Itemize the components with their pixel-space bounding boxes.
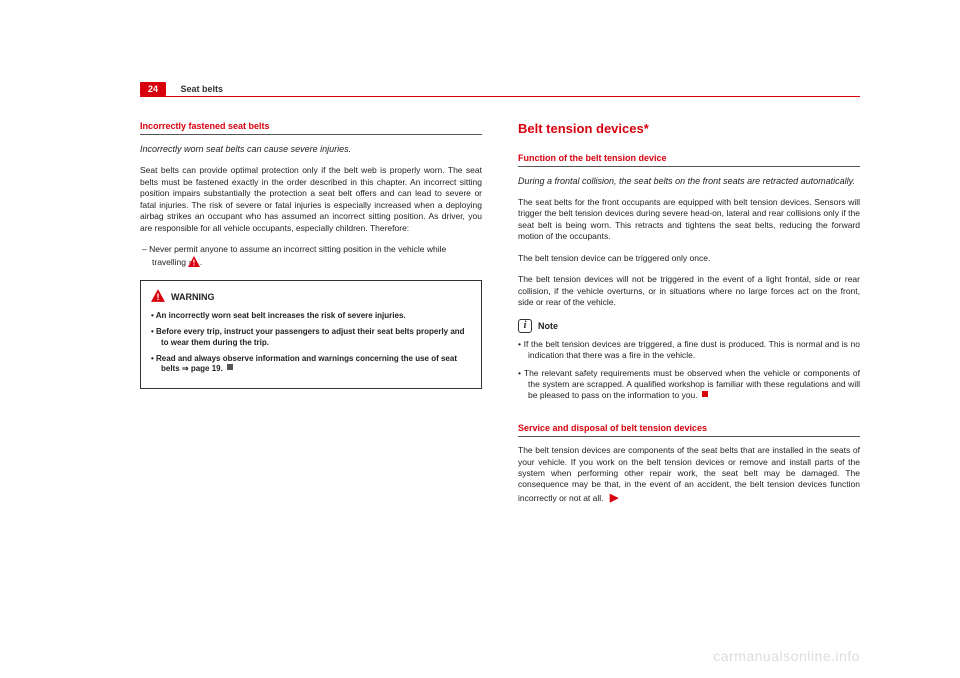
right-lead-1: During a frontal collision, the seat bel…	[518, 175, 860, 187]
right-p4: The belt tension devices are components …	[518, 445, 860, 506]
left-heading: Incorrectly fastened seat belts	[140, 120, 482, 135]
right-heading-1: Function of the belt tension device	[518, 152, 860, 167]
note-heading: i Note	[518, 319, 860, 333]
chapter-title: Seat belts	[180, 84, 223, 94]
warning-box: ! WARNING An incorrectly worn seat belt …	[140, 280, 482, 389]
warning-bullet-3: Read and always observe information and …	[151, 354, 471, 376]
content-columns: Incorrectly fastened seat belts Incorrec…	[140, 120, 860, 638]
svg-text:!: !	[193, 258, 196, 267]
left-lead: Incorrectly worn seat belts can cause se…	[140, 143, 482, 155]
page-number-badge: 24	[140, 82, 166, 96]
left-paragraph: Seat belts can provide optimal protectio…	[140, 165, 482, 234]
warning-triangle-icon: !	[198, 256, 200, 270]
warning-bullet-1: An incorrectly worn seat belt increases …	[151, 311, 471, 322]
note-label: Note	[538, 320, 558, 332]
right-p4-text: The belt tension devices are components …	[518, 445, 860, 503]
continue-arrow-icon: ▶	[610, 491, 618, 506]
header-rule	[140, 96, 860, 97]
manual-page: 24 Seat belts Incorrectly fastened seat …	[0, 0, 960, 678]
spacer	[518, 408, 860, 422]
right-p1: The seat belts for the front occupants a…	[518, 197, 860, 243]
note-icon: i	[518, 319, 532, 333]
right-p3: The belt tension devices will not be tri…	[518, 274, 860, 308]
watermark: carmanualsonline.info	[713, 648, 860, 664]
section-title: Belt tension devices*	[518, 120, 860, 138]
left-list-item: Never permit anyone to assume an incorre…	[140, 244, 482, 270]
note-bullet-2-text: The relevant safety requirements must be…	[524, 368, 860, 401]
right-column: Belt tension devices* Function of the be…	[518, 120, 860, 638]
end-square-red-icon	[702, 391, 708, 397]
left-column: Incorrectly fastened seat belts Incorrec…	[140, 120, 482, 638]
warning-label: WARNING	[171, 291, 215, 303]
svg-text:!: !	[156, 292, 159, 302]
warning-bullet-2: Before every trip, instruct your passeng…	[151, 327, 471, 349]
warning-heading: ! WARNING	[151, 289, 471, 305]
warning-triangle-icon: !	[151, 289, 165, 305]
note-bullet-2: The relevant safety requirements must be…	[518, 368, 860, 402]
note-bullet-1: If the belt tension devices are triggere…	[518, 339, 860, 362]
warning-bullet-3-text: Read and always observe information and …	[156, 354, 457, 374]
right-p2: The belt tension device can be triggered…	[518, 253, 860, 264]
end-square-icon	[227, 364, 233, 370]
right-heading-2: Service and disposal of belt tension dev…	[518, 422, 860, 437]
